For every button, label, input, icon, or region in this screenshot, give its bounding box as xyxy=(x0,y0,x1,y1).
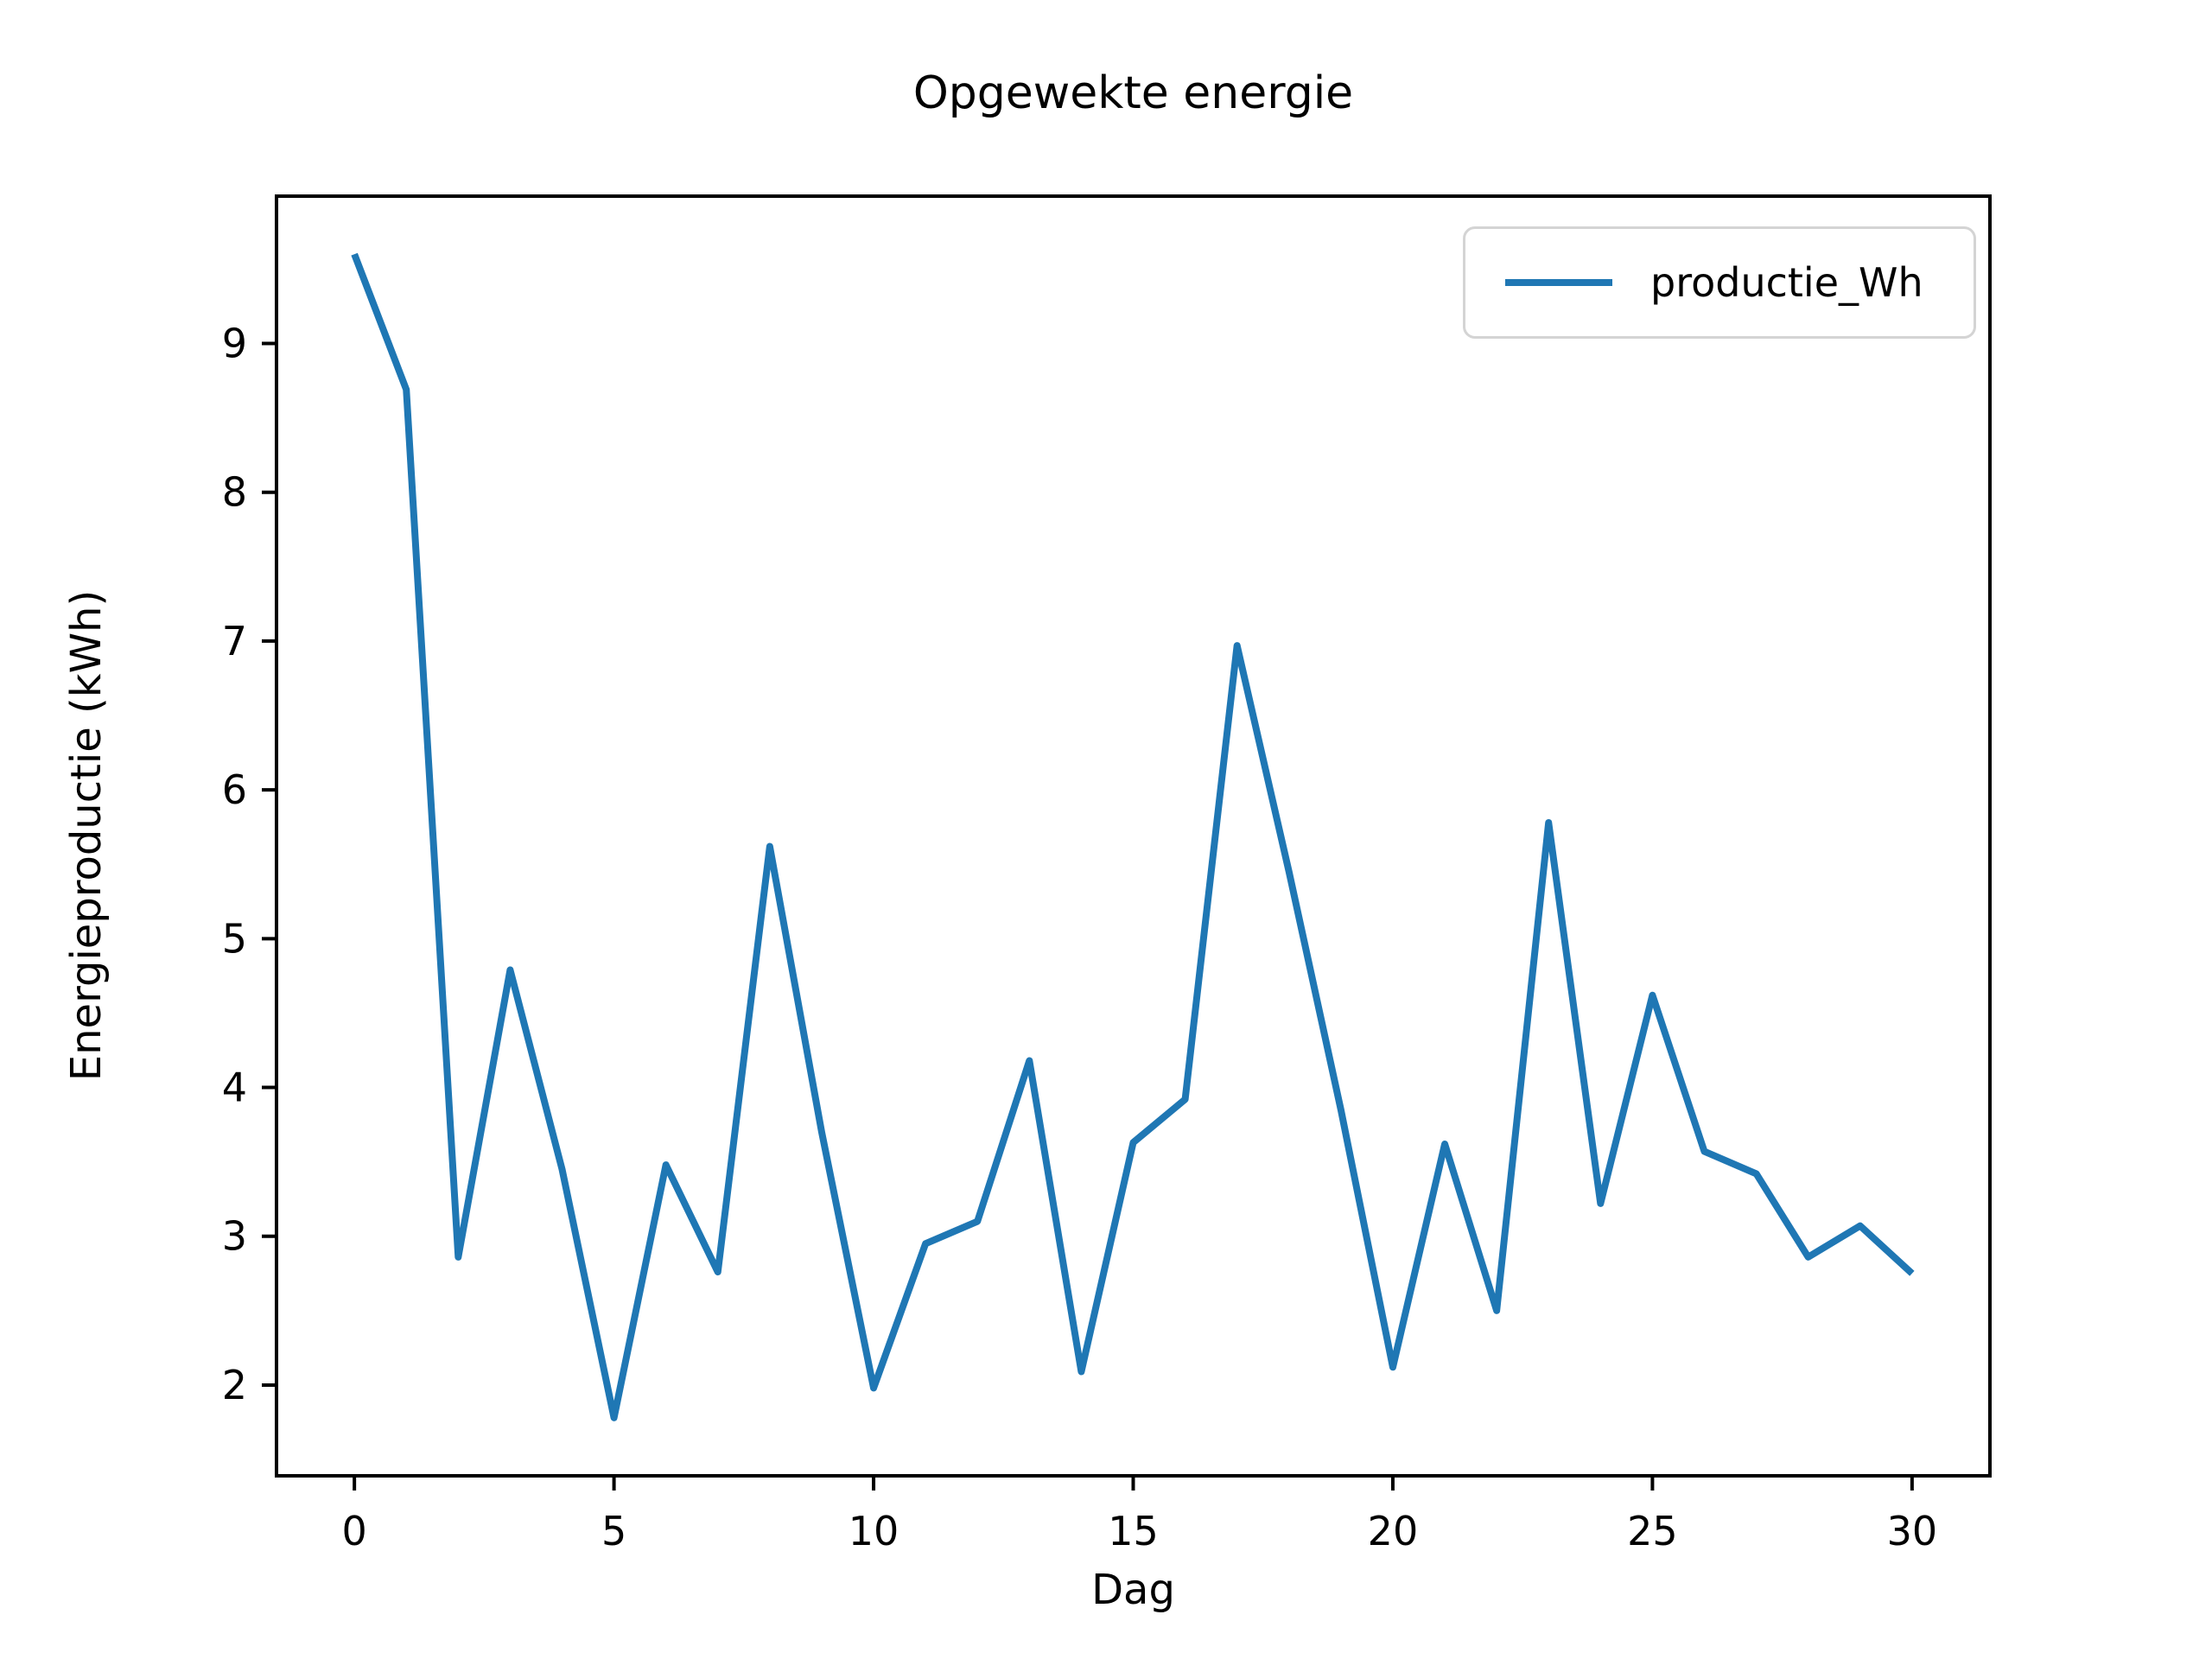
y-tick-label: 4 xyxy=(222,1065,247,1111)
y-tick-label: 2 xyxy=(222,1362,247,1408)
x-tick-label: 10 xyxy=(849,1508,899,1554)
x-tick-label: 5 xyxy=(601,1508,626,1554)
y-tick-label: 6 xyxy=(222,766,247,813)
legend-label: productie_Wh xyxy=(1650,259,1923,306)
series-line-productie_Wh xyxy=(351,252,1915,1421)
x-tick-label: 20 xyxy=(1368,1508,1419,1554)
axis-spines xyxy=(275,194,1992,1478)
y-axis-label: Energieproductie (kWh) xyxy=(62,589,111,1082)
y-tick-label: 5 xyxy=(222,915,247,962)
y-tick-label: 8 xyxy=(222,469,247,516)
x-axis-label: Dag xyxy=(1091,1566,1175,1614)
x-tick-label: 15 xyxy=(1108,1508,1159,1554)
x-tick-label: 30 xyxy=(1887,1508,1938,1554)
y-tick-label: 9 xyxy=(222,320,247,366)
legend-line-sample-icon xyxy=(1505,279,1612,286)
x-tick-label: 0 xyxy=(341,1508,366,1554)
y-tick-label: 7 xyxy=(222,618,247,664)
x-tick-label: 25 xyxy=(1627,1508,1678,1554)
y-tick-label: 3 xyxy=(222,1213,247,1260)
chart-title: Opgewekte energie xyxy=(912,67,1354,119)
legend: productie_Wh xyxy=(1463,226,1976,339)
